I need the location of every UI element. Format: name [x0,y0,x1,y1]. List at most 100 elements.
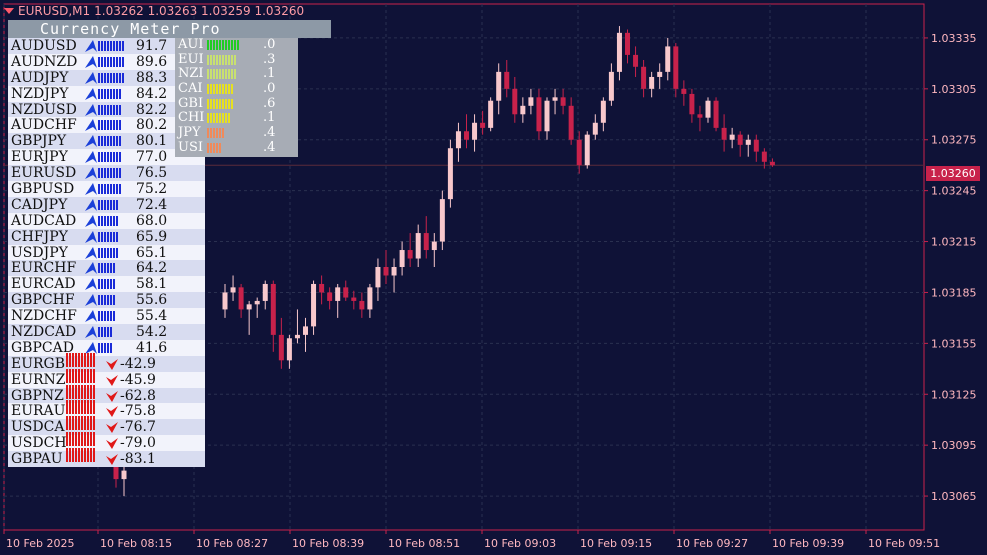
arrow-down-icon [105,438,119,452]
currency-strength-value: .1 [263,110,276,126]
candle-body [600,100,606,123]
pair-row: AUDNZD 89.6 [8,53,205,70]
candle-body [488,100,494,128]
currency-strength-row: CHI .1 [175,111,298,126]
candle-body [464,131,469,140]
pair-value: 76.5 [136,165,168,182]
candle-body [375,267,381,288]
candle-body [665,46,671,72]
currency-meter-panel: Currency Meter Pro AUDUSD 91.7 AUDNZD 89.6 A… [8,20,331,470]
candle-body [270,283,276,335]
currency-strength-box: AUI .0 EUI .3 NZI .1 CAI .0 GBI .6 CHI .1 JPY .4 USI .4 [175,38,298,157]
pair-name: NZDCAD [11,324,77,341]
candle-body [528,97,534,106]
strength-bars [98,152,121,163]
y-tick-label: 1.03155 [931,337,977,350]
candle-body [753,139,759,152]
arrow-up-icon [84,87,98,101]
y-tick-label: 1.03095 [931,439,977,452]
pair-value: 91.7 [136,38,168,54]
pair-row: GBPCAD 41.6 [8,339,205,356]
weakness-bars [66,432,95,447]
pair-value: -79.0 [120,435,156,452]
pair-name: NZDUSD [11,101,77,118]
pair-name: CHFJPY [11,228,68,245]
currency-strength-row: JPY .4 [175,126,298,141]
candle-body [721,127,727,140]
candle-body [343,287,349,298]
arrow-up-icon [84,55,98,69]
currency-strength-bars [207,128,224,139]
pair-value: 68.0 [136,212,168,229]
pair-row: AUDJPY 88.3 [8,69,205,86]
currency-name: GBI [178,95,204,111]
candle-body [681,88,687,94]
weakness-bars [66,400,95,415]
candle-body [335,287,341,301]
pair-value: -75.8 [120,403,156,420]
candle-body [608,71,614,101]
current-price-tag: 1.03260 [926,166,980,181]
pair-value: 75.2 [136,181,168,198]
currency-strength-row: AUI .0 [175,38,298,53]
pair-value: 58.1 [136,276,168,293]
arrow-up-icon [84,150,98,164]
currency-name: EUI [178,51,204,67]
candle-body [311,283,317,327]
pair-value: 64.2 [136,260,168,277]
y-tick-label: 1.03335 [931,32,977,45]
pair-name: GBPUSD [11,181,75,198]
pair-row: GBPAU -83.1 [8,448,205,467]
arrow-down-icon [105,374,119,389]
pair-name: AUDJPY [11,69,69,86]
currency-strength-value: .6 [263,95,276,111]
strength-bars [98,231,118,242]
pair-name: EURAU [11,403,66,420]
candle-body [238,287,244,310]
candle-body [359,300,365,310]
strength-bars [98,184,121,195]
candle-body [713,100,719,128]
candle-body [761,151,767,162]
pair-name: AUDCAD [11,212,77,229]
candle-body [367,287,373,310]
strength-bars [98,88,121,99]
candle-body [383,267,389,276]
x-tick-label: 10 Feb 2025 [6,537,74,550]
candle-body [657,71,663,77]
candle-body [294,334,300,339]
pair-value: 41.6 [136,339,168,356]
candle-body [351,297,357,301]
candle-body [641,66,647,89]
candle-body [552,97,558,101]
pair-value: 88.3 [136,69,168,86]
pair-row: GBPJPY 80.1 [8,133,205,149]
currency-strength-row: USI .4 [175,140,298,156]
candle-body [415,233,421,259]
currency-strength-bars [207,113,230,124]
candle-body [504,71,510,89]
arrow-down-icon [105,390,119,405]
candle-body [737,134,743,145]
arrow-down-icon [105,406,119,420]
currency-name: CHI [178,110,205,126]
strength-bars [98,120,121,131]
strength-bars [98,327,112,338]
pair-row: AUDCAD 68.0 [8,212,205,229]
dropdown-triangle-icon[interactable] [4,8,14,14]
candle-body [496,71,502,101]
candle-body [576,139,582,166]
candle-body [520,105,526,115]
pair-row: EURNZ -45.9 [8,368,205,389]
arrow-down-icon [105,358,119,373]
pair-value: 55.6 [136,292,168,309]
candle-body [121,470,127,480]
currency-name: NZI [178,66,204,82]
candle-body [649,76,655,89]
pair-row: EURAU -75.8 [8,400,205,420]
weakness-bars [66,416,95,431]
arrow-up-icon [84,309,98,323]
candle-body [625,32,630,55]
currency-strength-row: NZI .1 [175,67,298,82]
y-tick-label: 1.03065 [931,490,977,503]
